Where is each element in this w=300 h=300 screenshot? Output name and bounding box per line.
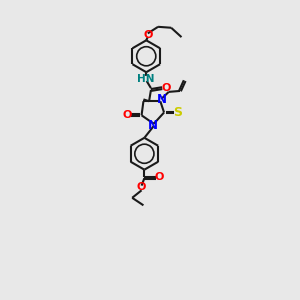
Text: S: S [174, 106, 183, 119]
Text: O: O [155, 172, 164, 182]
Text: O: O [161, 83, 171, 93]
Text: N: N [148, 119, 158, 132]
Text: HN: HN [136, 74, 154, 84]
Text: O: O [143, 30, 152, 40]
Text: O: O [136, 182, 146, 193]
Text: O: O [123, 110, 132, 120]
Text: N: N [157, 93, 167, 106]
